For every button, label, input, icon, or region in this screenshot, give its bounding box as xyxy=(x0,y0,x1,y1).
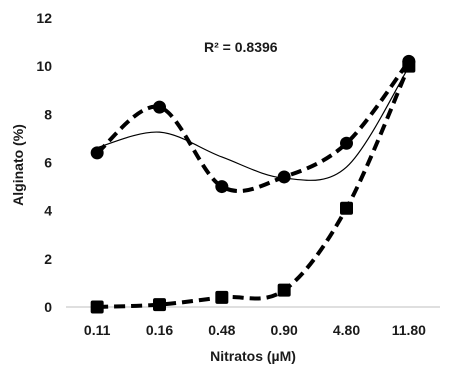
series-layer xyxy=(90,54,416,314)
x-tick-label: 0.11 xyxy=(84,322,111,338)
trendline-layer xyxy=(97,66,410,181)
data-point-circle xyxy=(277,170,291,184)
data-point-square xyxy=(340,201,353,215)
y-tick-label: 8 xyxy=(44,106,52,122)
data-point-circle xyxy=(340,136,353,150)
data-point-square xyxy=(90,300,104,314)
y-tick-label: 2 xyxy=(44,251,52,267)
series-line xyxy=(97,65,411,309)
x-tick-label: 4.80 xyxy=(333,322,360,338)
y-tick-label: 12 xyxy=(36,10,52,26)
trendline xyxy=(97,66,410,181)
data-point-square xyxy=(215,290,229,304)
series-line xyxy=(95,60,411,193)
series-1 xyxy=(90,54,416,194)
x-axis-title: Nitratos (µM) xyxy=(210,348,296,364)
data-point-circle xyxy=(215,180,229,194)
x-tick-label: 0.90 xyxy=(271,322,298,338)
x-tick-label: 0.16 xyxy=(146,322,173,338)
y-tick-label: 4 xyxy=(44,203,52,219)
data-point-square xyxy=(153,298,166,312)
data-point-circle xyxy=(153,100,166,114)
y-tick-label: 0 xyxy=(44,299,52,315)
x-tick-label: 11.80 xyxy=(392,322,426,338)
data-point-square xyxy=(277,283,291,297)
y-axis-title: Alginato (%) xyxy=(10,124,26,206)
data-point-square xyxy=(402,59,416,73)
x-tick-label: 0.48 xyxy=(208,322,235,338)
y-tick-label: 6 xyxy=(44,155,52,171)
y-axis-ticks: 0 2 4 6 8 10 12 xyxy=(36,10,52,315)
data-point-circle xyxy=(90,146,104,160)
r-squared-annotation: R² = 0.8396 xyxy=(204,39,278,55)
y-tick-label: 10 xyxy=(36,58,52,74)
x-axis-ticks: 0.11 0.16 0.48 0.90 4.80 11.80 xyxy=(84,322,426,338)
series-2 xyxy=(90,59,416,314)
